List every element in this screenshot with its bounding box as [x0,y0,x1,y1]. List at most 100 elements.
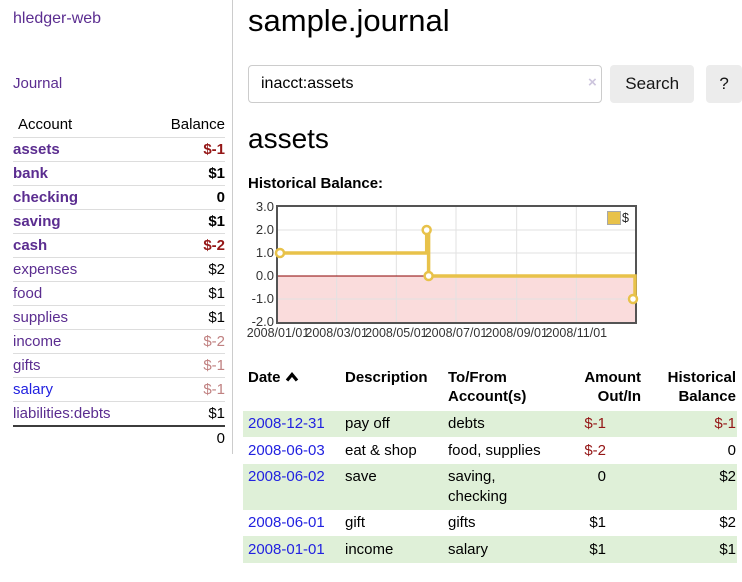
y-axis-tick-label: 0.0 [248,268,274,284]
register-date-cell: 2008-01-01 [243,536,345,563]
sidebar-account-balance: $1 [149,210,225,234]
sidebar-account-balance: $-2 [149,234,225,258]
legend-label: $ [622,211,629,225]
sidebar-account-row: supplies$1 [13,306,225,330]
sort-ascending-icon [285,372,299,383]
y-axis-tick-label: -1.0 [248,291,274,307]
legend-swatch-icon [607,211,621,225]
chart-legend: $ [607,211,629,225]
register-balance: $1 [641,536,737,563]
register-date-link[interactable]: 2008-06-01 [248,514,325,531]
register-balance: $-1 [641,411,737,438]
x-axis-tick-label: 2008/11/01 [541,326,611,340]
chart-plot-area: $ [276,205,637,324]
balance-column-header: Balance [149,112,225,138]
description-column-header: Description [345,364,448,411]
sidebar-account-link-assets[interactable]: assets [13,141,60,158]
sidebar-account-link-liabilities-debts[interactable]: liabilities:debts [13,405,111,422]
register-description: income [345,536,448,563]
accounts-total-balance: 0 [149,426,225,450]
register-row: 2008-12-31pay offdebts$-1$-1 [243,411,737,438]
register-amount: $-1 [548,411,641,438]
sidebar-account-row: saving $1 [13,210,225,234]
register-date-link[interactable]: 2008-01-01 [248,541,325,558]
sidebar-account-balance: $1 [149,402,225,427]
accounts-total-spacer [13,426,149,450]
search-input[interactable] [248,65,602,103]
clear-search-icon[interactable]: × [588,74,597,91]
amount-column-header: Amount Out/In [548,364,641,411]
sidebar-account-link-cash[interactable]: cash [13,237,47,254]
register-accounts: saving, checking [448,464,548,510]
chart-title: Historical Balance: [248,175,742,192]
y-axis-tick-label: 2.0 [248,222,274,238]
account-heading: assets [248,124,742,155]
register-accounts: salary [448,536,548,563]
register-accounts: debts [448,411,548,438]
accounts-column-header: To/From Account(s) [448,364,548,411]
register-description: save [345,464,448,510]
register-date-link[interactable]: 2008-06-02 [248,468,325,485]
sidebar-account-row: food $1 [13,282,225,306]
register-amount: $1 [548,536,641,563]
sidebar-account-balance: $1 [149,162,225,186]
sidebar-account-balance: $-2 [149,330,225,354]
chart-canvas [278,207,635,322]
accounts-total-row: 0 [13,426,225,450]
sidebar-account-row: bank $1 [13,162,225,186]
sidebar-account-row: gifts $-1 [13,354,225,378]
sidebar-account-row: liabilities:debts $1 [13,402,225,427]
register-accounts: gifts [448,510,548,537]
sidebar-account-row: salary$-1 [13,378,225,402]
register-balance: $2 [641,510,737,537]
sidebar-account-balance: $-1 [149,354,225,378]
register-row: 2008-06-01 giftgifts$1$2 [243,510,737,537]
sidebar-account-link-supplies[interactable]: supplies [13,309,68,326]
x-axis-tick-label: 2008/07/01 [421,326,491,340]
register-row: 2008-01-01incomesalary$1$1 [243,536,737,563]
register-amount: 0 [548,464,641,510]
historical-balance-chart: 3.02.01.00.0-1.0-2.0 $ 2008/01/012008/03… [248,203,742,344]
sidebar-account-link-salary[interactable]: salary [13,381,53,398]
register-balance: 0 [641,437,737,464]
sidebar-account-link-gifts[interactable]: gifts [13,357,41,374]
sidebar-account-row: income $-2 [13,330,225,354]
sidebar-item-journal[interactable]: Journal [13,75,224,92]
register-header-row: Date Description To/From Account(s) Amou… [243,364,737,411]
sidebar-account-link-food[interactable]: food [13,285,42,302]
register-row: 2008-06-03eat & shopfood, supplies$-20 [243,437,737,464]
sidebar: hledger-web Journal Account Balance asse… [0,0,233,454]
register-description: gift [345,510,448,537]
search-bar: × Search ? [248,65,742,103]
register-date-cell: 2008-06-01 [243,510,345,537]
sidebar-account-row: expenses $2 [13,258,225,282]
date-column-header[interactable]: Date [243,364,345,411]
sidebar-account-row: assets $-1 [13,138,225,162]
balance-column-header: Historical Balance [641,364,737,411]
register-date-cell: 2008-06-03 [243,437,345,464]
sidebar-account-balance: $-1 [149,138,225,162]
sidebar-account-balance: $2 [149,258,225,282]
register-description: pay off [345,411,448,438]
register-date-cell: 2008-12-31 [243,411,345,438]
register-date-link[interactable]: 2008-06-03 [248,442,325,459]
register-amount: $1 [548,510,641,537]
sidebar-account-link-expenses[interactable]: expenses [13,261,77,278]
register-description: eat & shop [345,437,448,464]
register-row: 2008-06-02savesaving, checking0$2 [243,464,737,510]
sidebar-account-link-income[interactable]: income [13,333,61,350]
main-content: sample.journal × Search ? assets Histori… [248,0,742,563]
sidebar-account-link-checking[interactable]: checking [13,189,78,206]
y-axis-tick-label: 1.0 [248,245,274,261]
help-button[interactable]: ? [706,65,742,103]
register-date-link[interactable]: 2008-12-31 [248,415,325,432]
register-date-cell: 2008-06-02 [243,464,345,510]
search-button[interactable]: Search [610,65,694,103]
y-axis-tick-label: 3.0 [248,199,274,215]
sidebar-account-link-saving[interactable]: saving [13,213,61,230]
app-brand-link[interactable]: hledger-web [13,10,101,28]
register-accounts: food, supplies [448,437,548,464]
sidebar-account-link-bank[interactable]: bank [13,165,48,182]
sidebar-account-balance: $1 [149,282,225,306]
sidebar-account-row: cash $-2 [13,234,225,258]
